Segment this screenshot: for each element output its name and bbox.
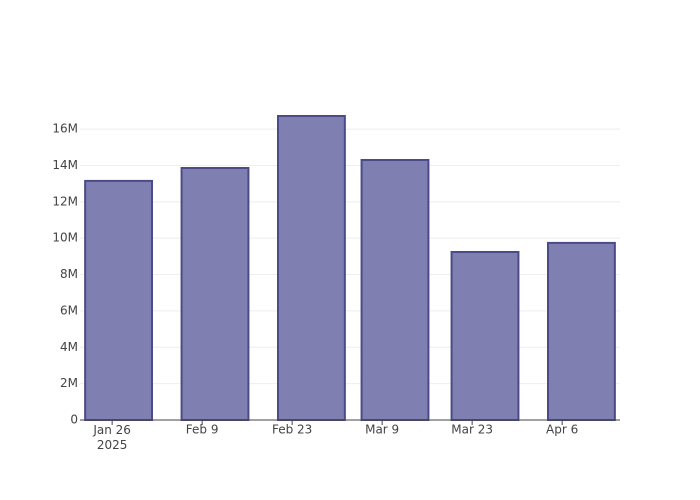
x-tick-label: Jan 26 2025 <box>92 423 131 452</box>
bar <box>450 251 520 421</box>
x-tick-label: Feb 9 <box>186 423 219 437</box>
y-tick-label: 16M <box>52 122 78 136</box>
bar <box>180 167 250 421</box>
bar <box>360 159 430 421</box>
bar <box>84 179 153 421</box>
bar <box>547 241 616 421</box>
x-tick-label: Mar 9 <box>365 423 399 437</box>
y-tick-label: 14M <box>52 158 78 172</box>
y-tick-label: 10M <box>52 231 78 245</box>
y-tick-label: 12M <box>52 194 78 208</box>
x-tick-label: Mar 23 <box>451 423 493 437</box>
y-tick-label: 0 <box>70 413 78 427</box>
y-tick-label: 6M <box>60 303 78 317</box>
bar <box>277 115 346 421</box>
x-tick-label: Apr 6 <box>546 423 578 437</box>
x-tick-label: Feb 23 <box>272 423 312 437</box>
y-tick-label: 2M <box>60 376 78 390</box>
y-tick-label: 4M <box>60 340 78 354</box>
y-tick-label: 8M <box>60 267 78 281</box>
